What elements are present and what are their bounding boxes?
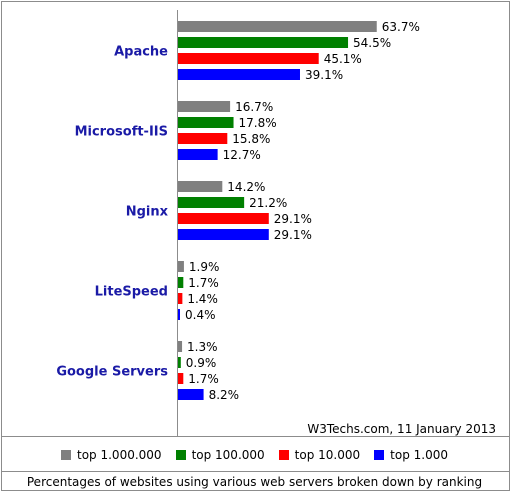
bar [178, 197, 245, 208]
data-label: 29.1% [274, 212, 312, 226]
bar [178, 277, 184, 288]
bar [178, 101, 231, 112]
bar [178, 181, 223, 192]
legend-swatch [374, 450, 385, 460]
bar [178, 229, 269, 240]
data-label: 0.4% [185, 308, 216, 322]
category-label-nginx: Nginx [126, 205, 169, 220]
bar [178, 213, 269, 224]
bar [178, 309, 180, 320]
data-label: 1.7% [188, 372, 219, 386]
bar [178, 357, 181, 368]
data-label: 29.1% [274, 228, 312, 242]
bar [178, 69, 300, 80]
legend-item: top 100.000 [175, 448, 265, 462]
bar [178, 261, 184, 272]
legend-label: top 100.000 [191, 448, 265, 462]
data-label: 1.3% [187, 340, 218, 354]
bar [178, 293, 183, 304]
legend-item: top 1.000.000 [61, 448, 162, 462]
data-label: 14.2% [227, 180, 265, 194]
category-label-apache: Apache [114, 45, 168, 60]
chart-credit: W3Techs.com, 11 January 2013 [307, 422, 496, 436]
legend-label: top 10.000 [294, 448, 361, 462]
data-label: 16.7% [235, 100, 273, 114]
data-label: 39.1% [305, 68, 343, 82]
data-label: 0.9% [186, 356, 217, 370]
data-label: 54.5% [353, 36, 391, 50]
legend-swatch [175, 450, 186, 460]
category-label-microsoft-iis: Microsoft-IIS [75, 125, 168, 140]
data-label: 17.8% [239, 116, 277, 130]
legend-swatch [61, 450, 71, 460]
category-label-google-servers: Google Servers [56, 365, 168, 380]
bar [178, 37, 349, 48]
data-label: 21.2% [249, 196, 287, 210]
bar [178, 53, 319, 64]
chart-caption: Percentages of websites using various we… [26, 475, 483, 489]
bar [178, 21, 377, 32]
legend: top 1.000.000 top 100.000 top 10.000 top 1.… [0, 439, 509, 471]
data-label: 12.7% [223, 148, 261, 162]
data-label: 1.7% [188, 276, 219, 290]
data-label: 1.4% [187, 292, 218, 306]
caption-divider [2, 471, 509, 472]
data-label: 8.2% [209, 388, 240, 402]
legend-label: top 1.000 [390, 448, 448, 462]
legend-item: top 10.000 [278, 448, 361, 462]
category-label-litespeed: LiteSpeed [95, 285, 168, 300]
bar [178, 149, 218, 160]
legend-label: top 1.000.000 [77, 448, 162, 462]
bar-chart: Apache Microsoft-IIS Nginx LiteSpeed Google … [56, 10, 496, 436]
data-label: 15.8% [232, 132, 270, 146]
data-label: 63.7% [382, 20, 420, 34]
legend-divider [2, 436, 509, 437]
legend-swatch [278, 450, 289, 460]
legend-item: top 1.000 [374, 448, 448, 462]
bar [178, 133, 228, 144]
bar [178, 373, 184, 384]
data-label: 1.9% [189, 260, 220, 274]
bar [178, 341, 183, 352]
bar [178, 389, 204, 400]
data-label: 45.1% [324, 52, 362, 66]
bar [178, 117, 234, 128]
